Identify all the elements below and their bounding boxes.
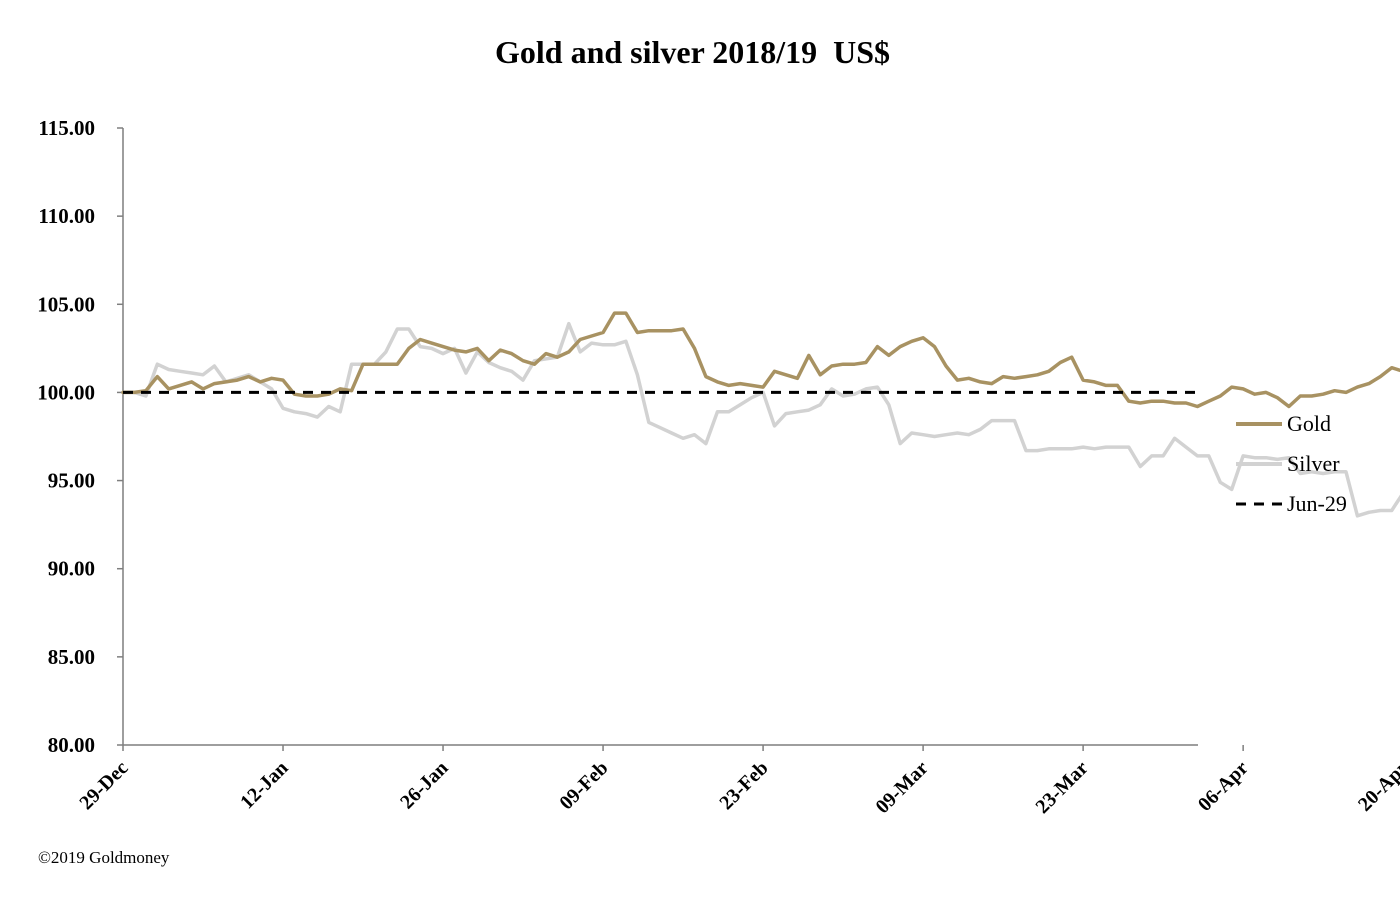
y-axis-ticks: 80.00 85.00 90.00 95.00 100.00 105.00 110.00 11… [37, 116, 123, 757]
x-tick-label: 20-Apr [1354, 757, 1400, 816]
y-tick-label: 85.00 [48, 645, 95, 669]
x-axis-ticks: 29-Dec 12-Jan 26-Jan 09-Feb 23-Feb 09-Mar 23-M… [75, 745, 1400, 818]
series-lines [121, 311, 1400, 518]
chart-title: Gold and silver 2018/19 US$ [494, 34, 891, 70]
y-tick-label: 100.00 [37, 380, 95, 404]
legend-label: Gold [1287, 411, 1331, 436]
y-tick-label: 95.00 [48, 469, 95, 493]
x-tick-label: 29-Dec [75, 757, 132, 814]
x-tick-label: 09-Feb [555, 757, 612, 814]
legend-label: Jun-29 [1287, 491, 1347, 516]
series-line-silver [121, 321, 1400, 518]
legend-label: Silver [1287, 451, 1340, 476]
legend: Gold Silver Jun-29 [1236, 411, 1347, 516]
x-tick-label: 06-Apr [1194, 757, 1253, 816]
y-tick-label: 90.00 [48, 557, 95, 581]
y-tick-label: 105.00 [37, 292, 95, 316]
x-tick-label: 09-Mar [872, 757, 933, 818]
y-tick-label: 110.00 [38, 204, 95, 228]
copyright-text: ©2019 Goldmoney [38, 848, 170, 867]
y-tick-label: 80.00 [48, 733, 95, 757]
x-tick-label: 26-Jan [396, 757, 452, 813]
x-tick-label: 23-Feb [715, 757, 772, 814]
x-tick-label: 12-Jan [236, 757, 292, 813]
y-tick-label: 115.00 [38, 116, 95, 140]
series-line-gold [121, 311, 1400, 409]
x-tick-label: 23-Mar [1032, 757, 1093, 818]
